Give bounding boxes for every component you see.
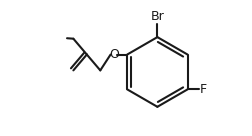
Text: O: O (108, 48, 118, 61)
Text: Br: Br (150, 10, 164, 23)
Text: F: F (199, 83, 207, 96)
